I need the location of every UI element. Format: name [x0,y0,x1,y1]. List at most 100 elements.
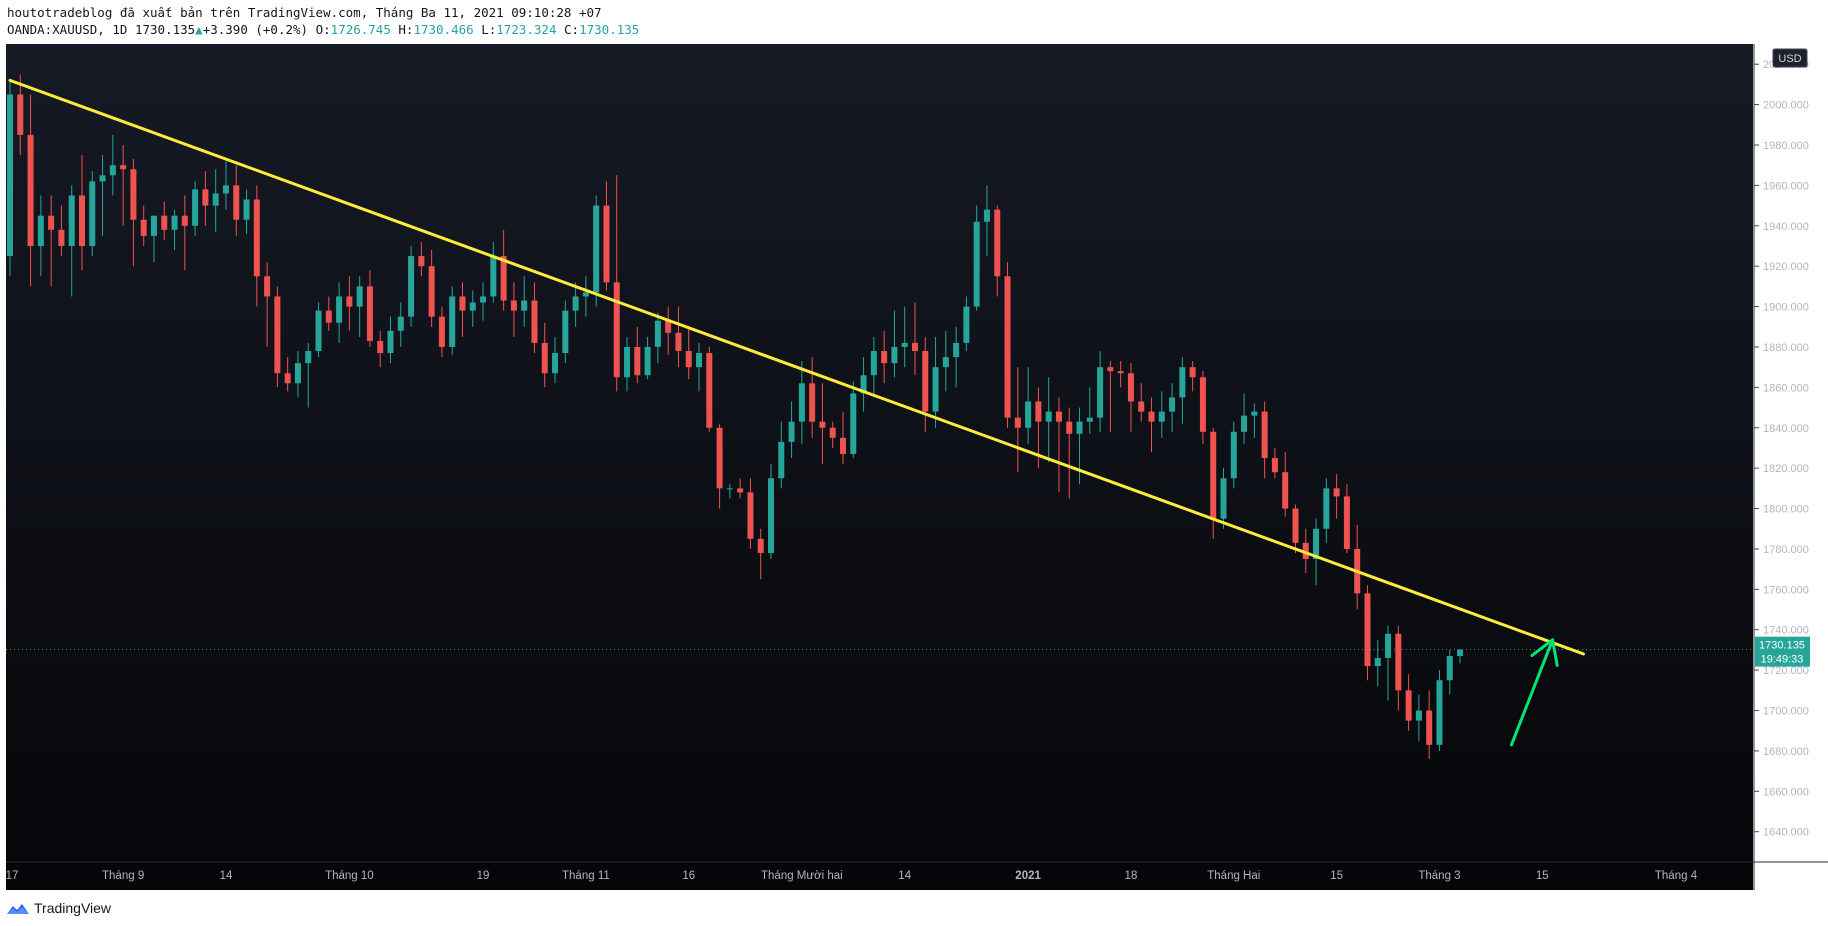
candle-body [582,292,589,297]
candle [418,241,425,277]
candle [624,336,631,392]
countdown-label: 19:49:33 [1761,654,1804,666]
time-tick-label: 16 [682,870,695,882]
candle-body [1220,478,1227,519]
candle [809,357,816,438]
price-tick-label: 1780.000 [1763,544,1809,556]
candle-body [17,94,24,135]
candle [1385,625,1392,701]
candle [1117,361,1124,388]
candle-body [428,266,435,317]
candle-body [1323,488,1330,529]
candle-body [1158,411,1165,422]
candle [1127,363,1134,432]
candle [901,306,908,368]
candle [366,270,373,347]
candle-body [305,351,312,364]
candle-body [161,215,168,230]
candle [500,229,507,311]
candle-body [1138,401,1145,412]
candle-body [562,310,569,354]
candle [1415,694,1422,741]
price-tick-label: 1720.000 [1763,665,1809,677]
candle-body [48,215,55,230]
symbol-line: OANDA:XAUUSD, 1D 1730.135▲+3.390 (+0.2%)… [7,21,1817,38]
candle-body [1066,421,1073,434]
open-label: O: [315,22,331,37]
candle-body [1004,276,1011,418]
close-value: 1730.135 [579,22,640,37]
candle [233,165,240,236]
candle [881,330,888,384]
annotation-arrow-shaft[interactable] [1509,638,1555,747]
candle-body [860,375,867,394]
candle-body [99,175,106,182]
low-label: L: [481,22,497,37]
candle-body [171,215,178,230]
candle [778,421,785,489]
price-axis[interactable]: 2020.0002000.0001980.0001960.0001940.000… [1754,59,1809,839]
candle [99,155,106,236]
time-tick-label: Tháng 9 [102,870,144,882]
candle-body [768,478,775,553]
candle-body [469,302,476,311]
candle [737,478,744,499]
candle-body [922,351,929,412]
candle-body [1230,431,1237,479]
candle [613,175,620,392]
candle [1343,484,1350,553]
candle-body [1241,415,1248,432]
candle [1446,649,1453,695]
time-tick-label: Tháng Hai [1207,870,1260,882]
time-tick-label: Tháng 3 [1418,870,1460,882]
candle-body [1343,496,1350,549]
candle-body [58,229,65,246]
candle-body [1415,710,1422,721]
candle [1374,639,1381,687]
candle [922,336,929,432]
candle [983,185,990,257]
candle-body [1374,658,1381,667]
candle [768,464,775,560]
candle [1189,361,1196,392]
candle [469,290,476,327]
candle-body [233,185,240,220]
candle [150,215,157,263]
candle-body [150,215,157,236]
candle [459,282,466,337]
candle [7,80,13,277]
currency-badge[interactable]: USD [1772,48,1808,68]
tradingview-branding[interactable]: TradingView [6,898,111,918]
candle [1282,451,1289,517]
symbol-label[interactable]: OANDA:XAUUSD, 1D [7,22,128,37]
time-axis[interactable]: 17 Tháng 9 14 Tháng 10 19 Tháng 11 16 Tháng Mườ… [6,870,1698,882]
candle [264,262,271,347]
low-value: 1723.324 [496,22,557,37]
candle [336,282,343,343]
candle [850,381,857,459]
candle [480,282,487,321]
candle-body [654,320,661,347]
candle-body [1035,401,1042,422]
time-tick-label: 19 [477,870,490,882]
candle [1292,504,1299,553]
candle-body [624,346,631,378]
candle [860,357,867,412]
candle [1014,367,1021,473]
candle [140,205,147,246]
candle-body [408,256,415,317]
candle [1097,351,1104,432]
candle-body [1426,710,1433,745]
candle-body [572,296,579,311]
candle-body [716,427,723,489]
candle-body [665,320,672,333]
tradingview-logo-icon [7,904,29,914]
candle-body [819,421,826,428]
candle [870,336,877,398]
candle-body [1076,421,1083,434]
price-tick-label: 1960.000 [1763,180,1809,192]
candle-body [1107,367,1114,372]
candle-body [325,310,332,323]
trendline[interactable] [8,78,1585,656]
